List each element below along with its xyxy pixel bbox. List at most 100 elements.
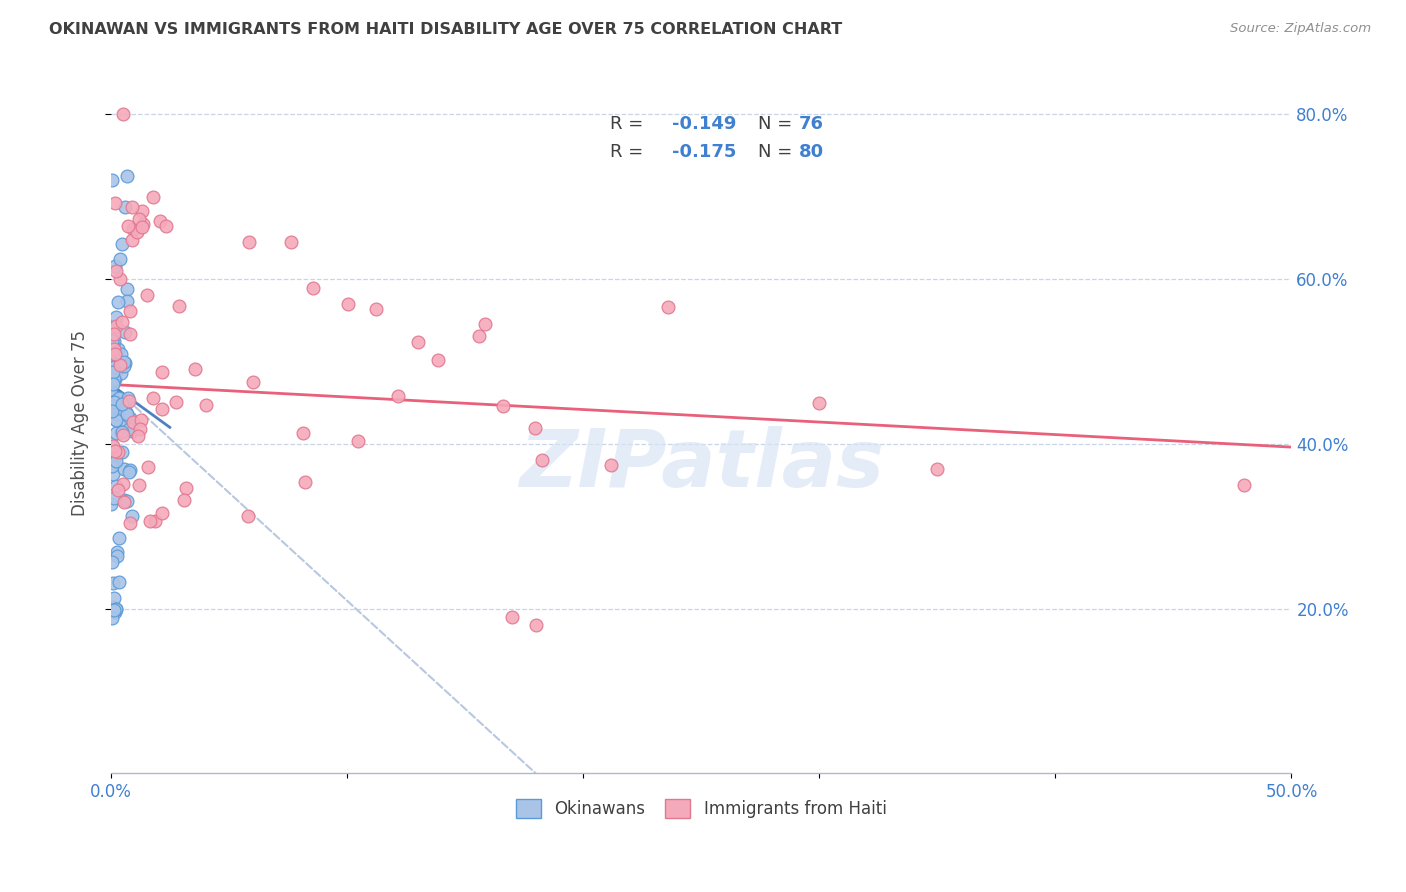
Text: ZIPatlas: ZIPatlas xyxy=(519,426,883,504)
Point xyxy=(110,358,132,372)
Point xyxy=(101,357,124,371)
Point xyxy=(100,435,122,450)
Point xyxy=(101,576,124,591)
Point xyxy=(101,611,124,625)
Point xyxy=(127,225,149,239)
Point xyxy=(101,599,124,614)
Point xyxy=(104,602,127,616)
Point xyxy=(150,401,173,416)
Point xyxy=(100,404,122,418)
Point xyxy=(927,461,949,475)
Text: N =: N = xyxy=(758,115,797,133)
Point xyxy=(118,465,141,479)
Point xyxy=(105,413,128,427)
Point xyxy=(110,425,132,439)
Point xyxy=(111,397,134,411)
Point xyxy=(111,315,134,329)
Point xyxy=(173,493,195,508)
Point xyxy=(167,299,190,313)
Point xyxy=(114,462,136,476)
Point xyxy=(107,444,129,458)
Point xyxy=(236,509,259,524)
Point xyxy=(122,415,145,429)
Point xyxy=(105,319,128,334)
Point xyxy=(105,407,128,421)
Point xyxy=(121,233,143,247)
Point xyxy=(107,575,129,590)
Point xyxy=(103,359,125,374)
Point xyxy=(117,293,139,308)
Point xyxy=(131,217,153,231)
Y-axis label: Disability Age Over 75: Disability Age Over 75 xyxy=(72,330,89,516)
Text: -0.175: -0.175 xyxy=(672,143,735,161)
Point xyxy=(110,347,132,361)
Point xyxy=(107,405,129,419)
Point xyxy=(808,395,831,409)
Point xyxy=(128,422,150,436)
Point xyxy=(136,460,159,475)
Point xyxy=(118,411,141,425)
Point xyxy=(238,235,260,249)
Point xyxy=(110,252,132,266)
Point xyxy=(111,445,134,459)
Point xyxy=(468,329,491,343)
Point xyxy=(112,428,135,442)
Point xyxy=(103,451,125,466)
Point xyxy=(117,391,139,405)
Point xyxy=(121,508,143,523)
Point xyxy=(100,332,122,346)
Point xyxy=(103,591,125,605)
Point xyxy=(242,376,264,390)
Point xyxy=(118,394,141,409)
Point xyxy=(107,295,129,310)
Point xyxy=(104,605,127,619)
Point xyxy=(105,425,128,440)
Point xyxy=(103,374,125,388)
Point xyxy=(165,395,187,409)
Point xyxy=(100,385,122,400)
Point xyxy=(110,272,132,286)
Point xyxy=(195,398,218,412)
Point xyxy=(142,189,165,203)
Point xyxy=(115,405,138,419)
Point xyxy=(101,399,124,413)
Point xyxy=(111,425,134,439)
Point xyxy=(117,169,139,184)
Point xyxy=(103,320,125,334)
Point xyxy=(103,343,125,357)
Point xyxy=(104,195,127,210)
Point xyxy=(121,424,143,438)
Point xyxy=(104,259,127,273)
Point xyxy=(150,506,173,520)
Point xyxy=(101,404,124,418)
Point xyxy=(150,365,173,379)
Point xyxy=(101,448,124,462)
Point xyxy=(523,421,546,435)
Point xyxy=(104,413,127,427)
Point xyxy=(501,610,523,624)
Point xyxy=(142,391,165,405)
Point xyxy=(103,491,125,505)
Point xyxy=(118,421,141,435)
Text: Source: ZipAtlas.com: Source: ZipAtlas.com xyxy=(1230,22,1371,36)
Point xyxy=(131,220,153,235)
Point xyxy=(426,353,449,368)
Point xyxy=(149,214,172,228)
Point xyxy=(101,173,124,187)
Point xyxy=(530,453,553,467)
Point xyxy=(131,204,153,219)
Point xyxy=(120,304,142,318)
Point xyxy=(104,264,127,278)
Point xyxy=(129,413,152,427)
Point xyxy=(280,235,302,249)
Point xyxy=(103,334,125,349)
Point xyxy=(107,342,129,356)
Point xyxy=(107,391,129,405)
Point xyxy=(103,394,125,409)
Point xyxy=(291,426,314,441)
Point xyxy=(104,479,127,493)
Point xyxy=(100,497,122,511)
Point xyxy=(121,200,143,214)
Point xyxy=(337,297,360,311)
Point xyxy=(114,493,136,508)
